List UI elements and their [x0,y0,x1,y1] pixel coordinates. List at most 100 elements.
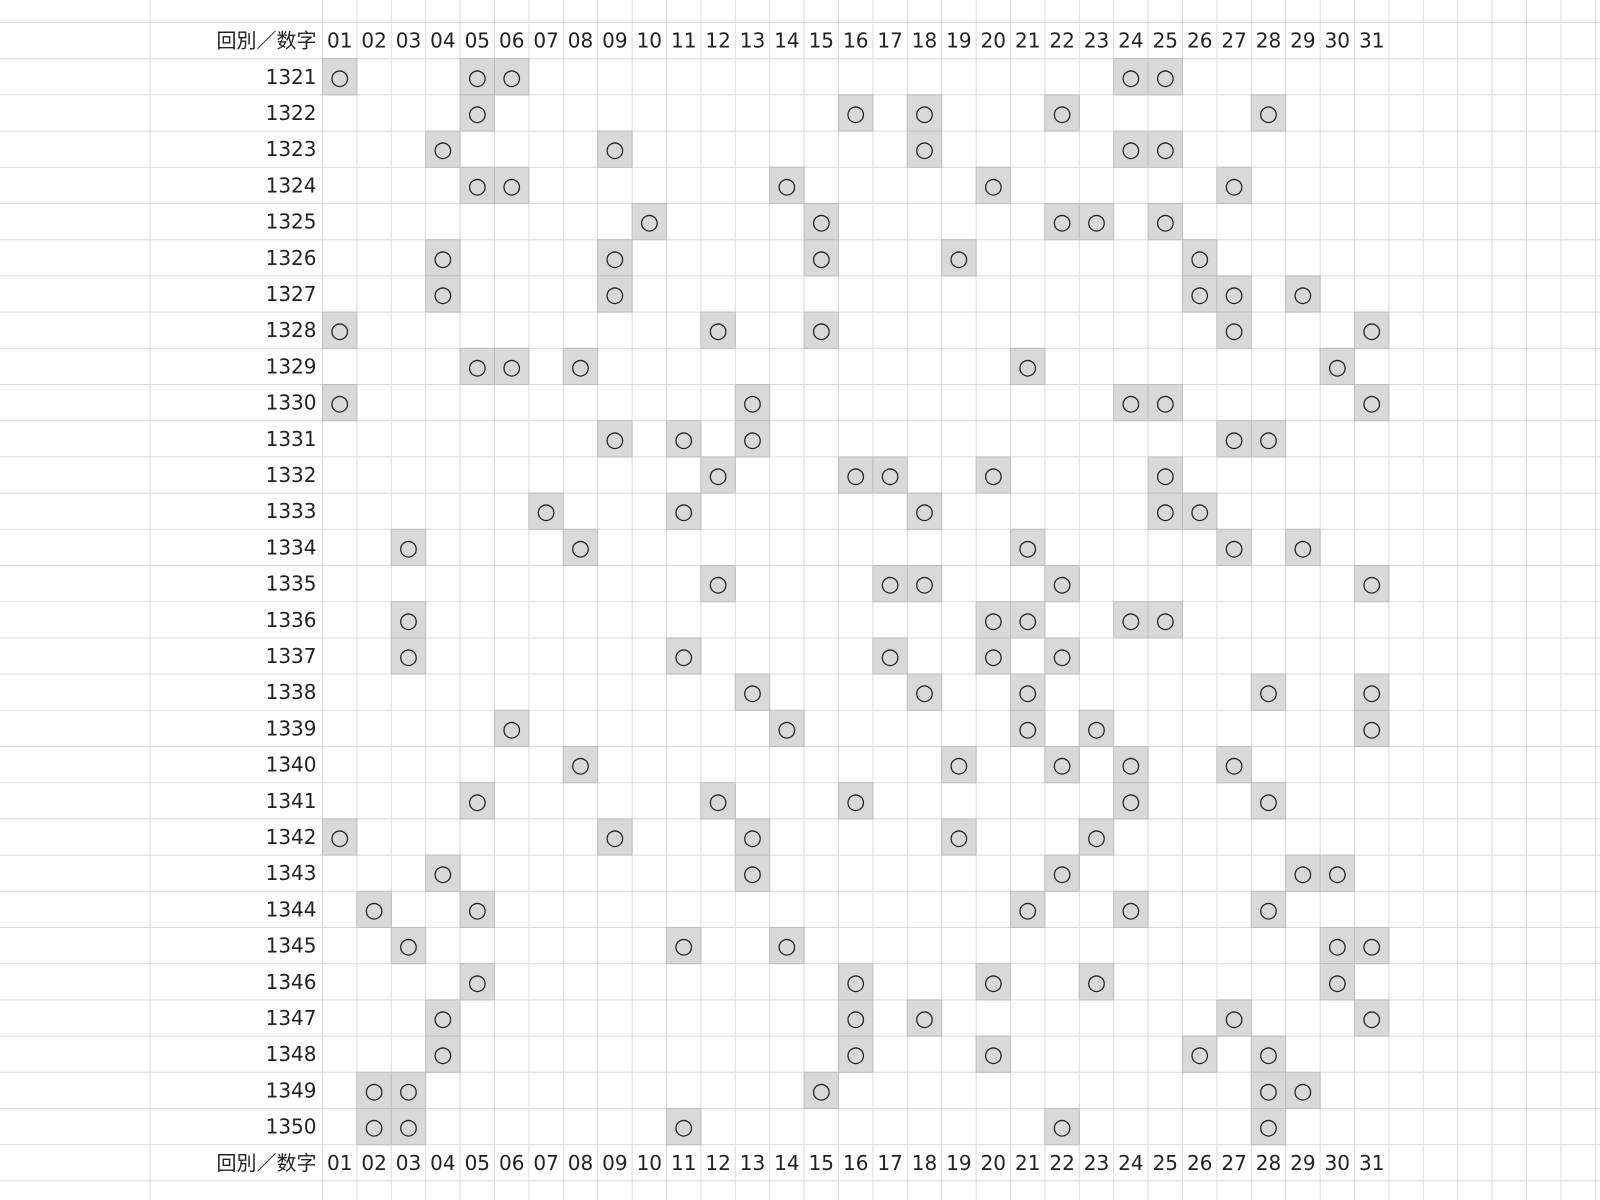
hit-symbol: ○ [1190,283,1209,308]
column-number: 18 [912,29,937,53]
hit-cell [906,130,943,168]
hit-cell [872,456,908,494]
hit-symbol: ○ [1156,138,1175,163]
hit-cell [1216,311,1252,349]
hit-symbol: ○ [1052,862,1071,887]
hit-cell [390,1071,427,1110]
hit-cell [1216,746,1252,784]
hit-symbol: ○ [708,789,727,814]
round-label: 1325 [266,210,317,234]
round-label: 1326 [266,246,317,270]
hit-symbol: ○ [1121,65,1140,90]
hit-symbol: ○ [330,391,349,416]
hit-cell [941,818,977,856]
hit-symbol: ○ [846,102,865,127]
hit-symbol: ○ [468,970,487,995]
hit-symbol: ○ [1156,391,1175,416]
hit-symbol: ○ [674,645,693,670]
hit-cell [425,854,461,892]
hit-symbol: ○ [915,572,934,597]
hit-cell [1216,166,1252,205]
hit-symbol: ○ [640,210,659,235]
hit-cell [1113,890,1149,928]
hit-symbol: ○ [1052,210,1071,235]
hit-symbol: ○ [468,174,487,199]
hit-cell [1319,854,1355,892]
hit-symbol: ○ [1328,934,1347,959]
hit-cell [769,166,805,205]
hit-cell [597,239,633,277]
hit-cell [734,854,771,892]
hit-symbol: ○ [1052,1115,1071,1140]
hit-cell [1113,601,1149,639]
column-number: 16 [843,29,868,53]
hit-symbol: ○ [1259,1115,1278,1140]
hit-cell [1182,492,1218,530]
hit-symbol: ○ [468,102,487,127]
hit-cell [1250,782,1287,820]
hit-symbol: ○ [1156,608,1175,633]
round-label: 1330 [266,391,317,415]
column-number: 20 [981,1151,1006,1175]
hit-cell [769,927,805,965]
hit-symbol: ○ [330,826,349,851]
column-number: 11 [671,1151,696,1175]
hit-symbol: ○ [1362,572,1381,597]
column-number: 02 [361,1151,386,1175]
hit-symbol: ○ [984,464,1003,489]
hit-symbol: ○ [1362,717,1381,742]
hit-cell [631,203,667,241]
hit-symbol: ○ [1259,898,1278,923]
hit-cell [1250,673,1287,711]
hit-symbol: ○ [1328,355,1347,380]
hit-symbol: ○ [915,1007,934,1032]
hit-symbol: ○ [468,898,487,923]
hit-cell [666,1108,702,1146]
column-number: 02 [361,29,386,53]
round-label: 1328 [266,318,317,342]
hit-symbol: ○ [984,1043,1003,1068]
hit-cell [1250,94,1287,132]
hit-symbol: ○ [1018,717,1037,742]
hit-symbol: ○ [1018,681,1037,706]
column-number: 01 [327,29,352,53]
column-number: 10 [637,1151,662,1175]
hit-symbol: ○ [743,391,762,416]
column-number: 29 [1290,29,1315,53]
column-number: 19 [946,1151,971,1175]
column-number: 13 [740,1151,765,1175]
hit-cell [1113,130,1149,168]
hit-cell [528,492,564,530]
hit-cell [700,782,736,820]
hit-symbol: ○ [984,174,1003,199]
hit-cell [1044,854,1080,892]
hit-cell [390,927,427,965]
hit-symbol: ○ [502,174,521,199]
hit-cell [1250,1071,1287,1110]
column-number: 17 [877,1151,902,1175]
hit-symbol: ○ [1224,283,1243,308]
hit-cell [700,311,736,349]
hit-cell [1216,275,1252,313]
hit-symbol: ○ [1328,862,1347,887]
hit-symbol: ○ [1018,536,1037,561]
hit-symbol: ○ [1362,681,1381,706]
hit-symbol: ○ [846,970,865,995]
hit-cell [562,528,599,566]
hit-symbol: ○ [433,1043,452,1068]
column-number: 27 [1221,29,1246,53]
hit-symbol: ○ [1224,753,1243,778]
hit-cell [1078,203,1115,241]
hit-symbol: ○ [1018,355,1037,380]
hit-cell [1147,58,1183,96]
column-number: 18 [912,1151,937,1175]
hit-symbol: ○ [1259,1079,1278,1104]
hit-cell [734,818,771,856]
hit-symbol: ○ [708,319,727,344]
hit-symbol: ○ [1121,608,1140,633]
hit-symbol: ○ [571,536,590,561]
column-number: 31 [1359,29,1384,53]
round-label: 1335 [266,572,317,596]
hit-cell [803,239,839,277]
hit-cell [975,456,1011,494]
